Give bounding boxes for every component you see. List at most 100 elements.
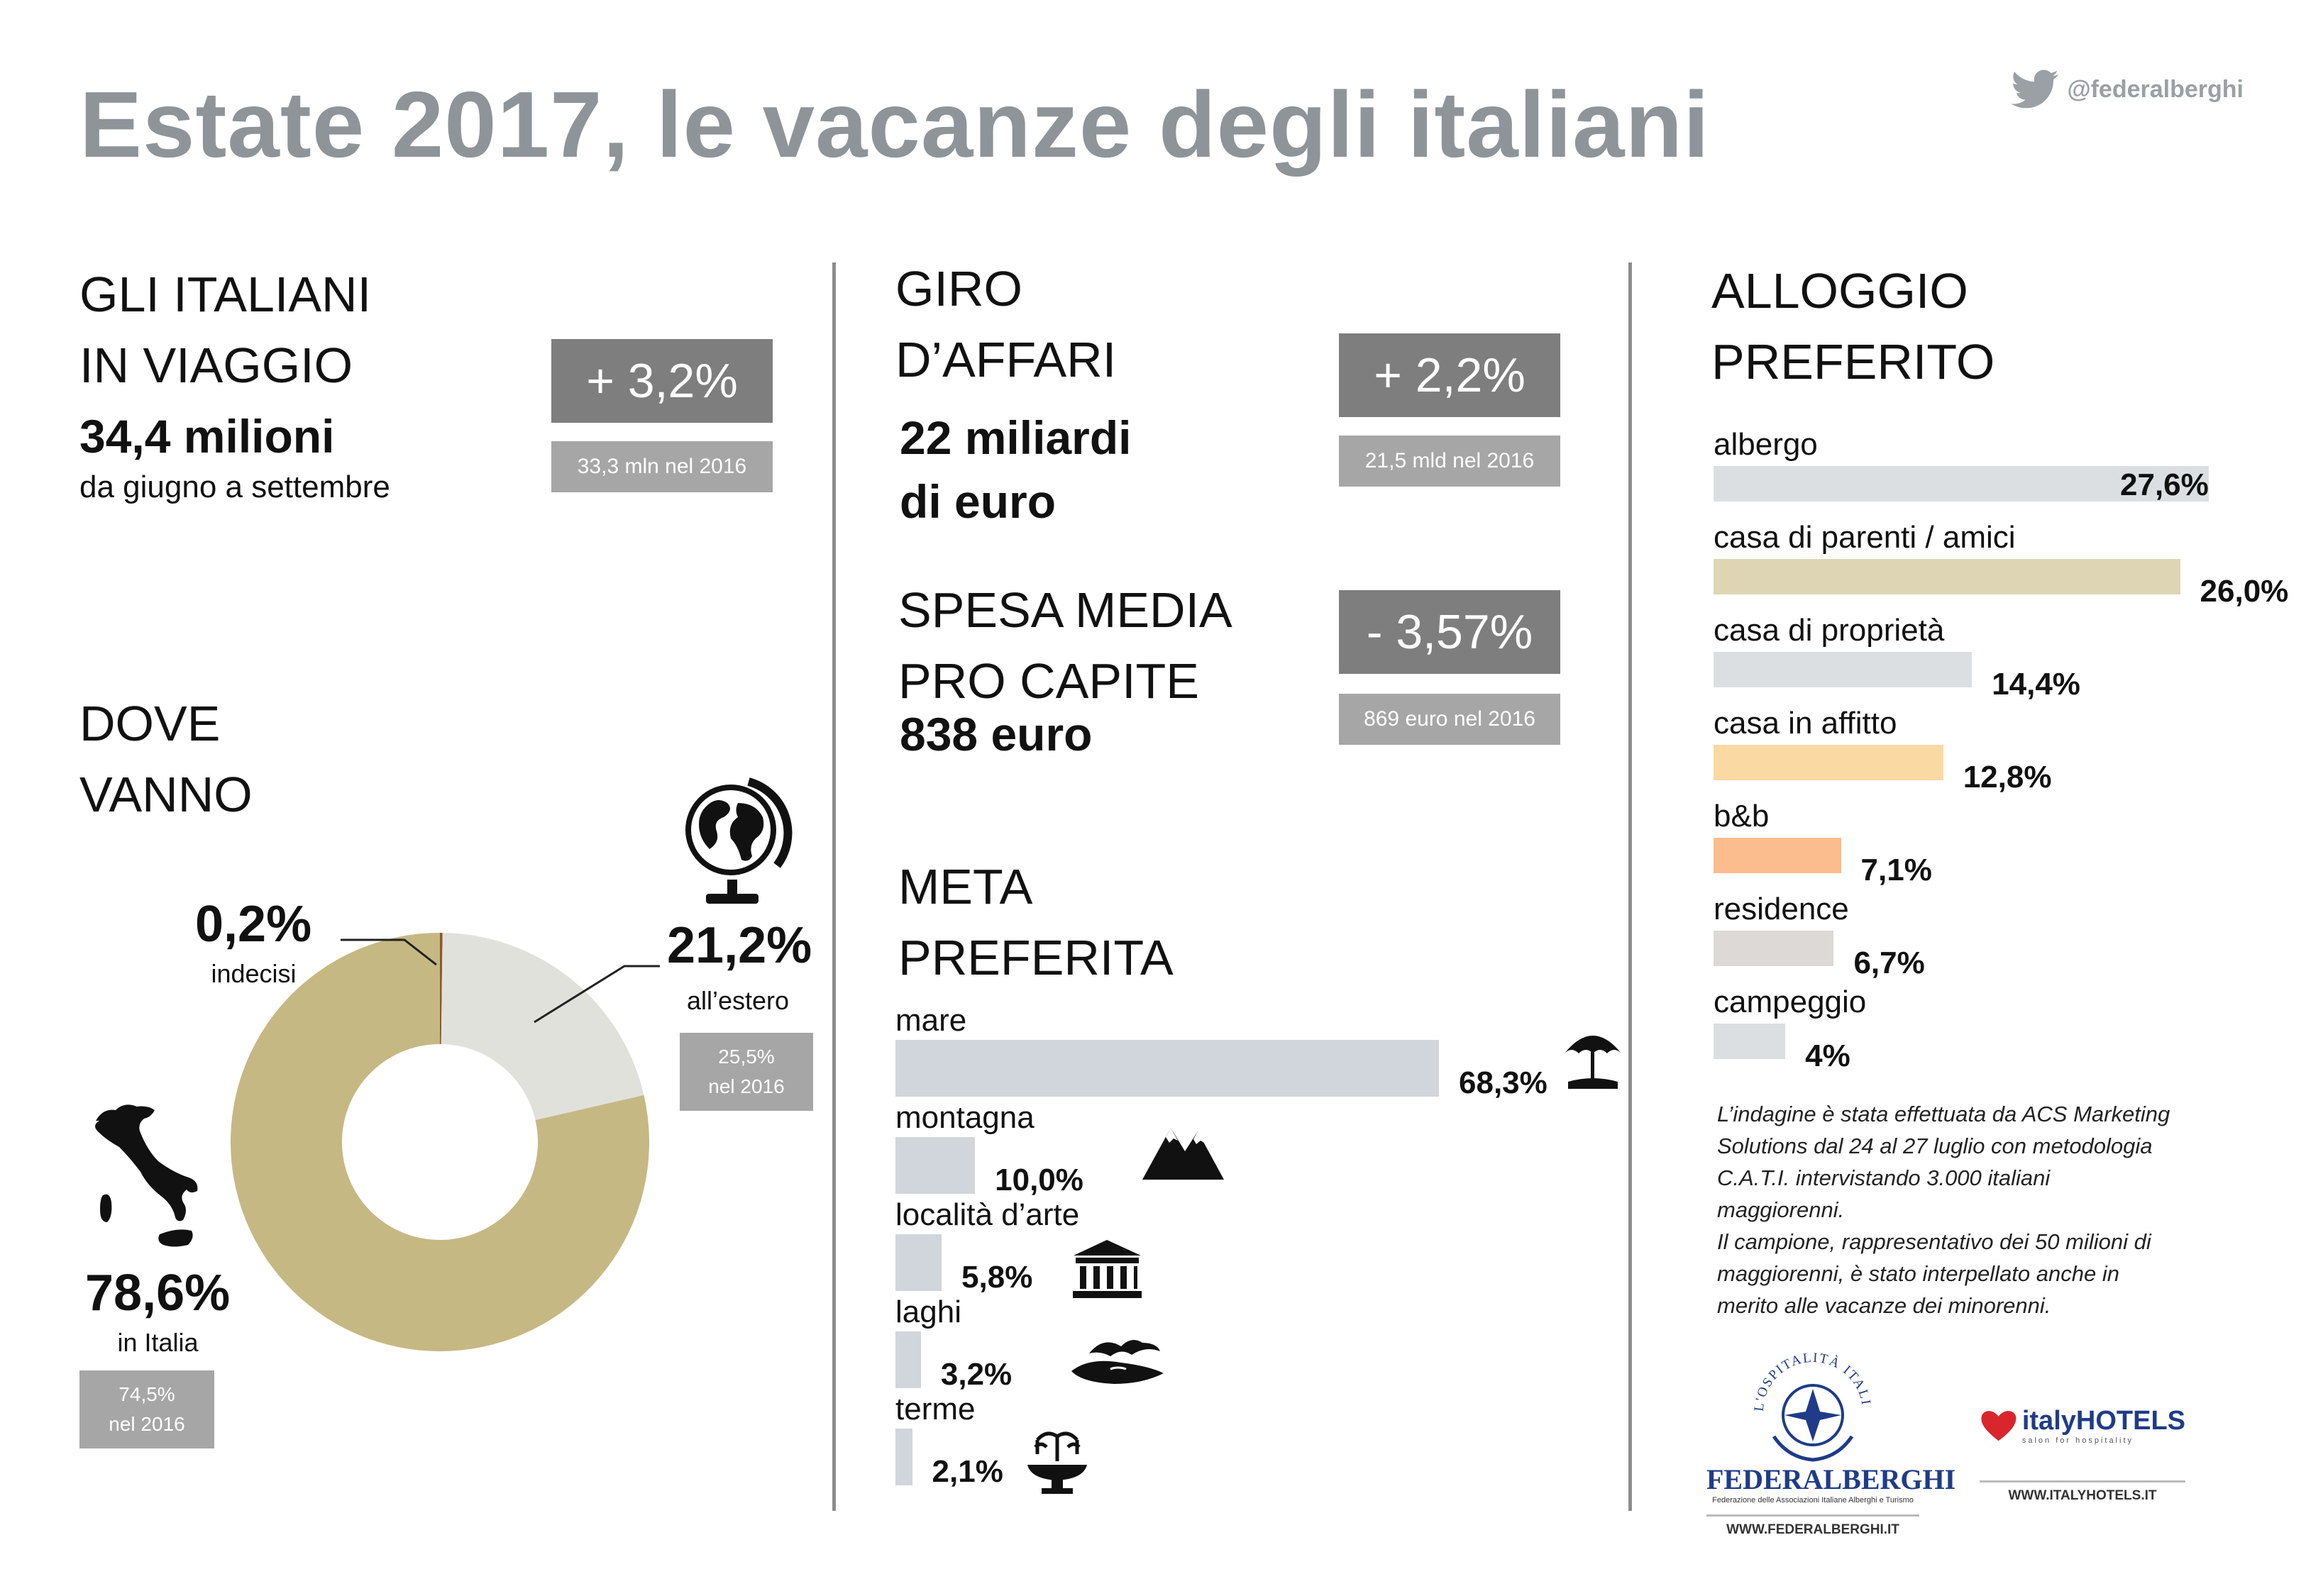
italyhotels-logo[interactable]: italyHOTELS salon for hospitality WWW.IT… [1980,1380,2185,1504]
leader-estero [534,965,660,1024]
destination-value: 5,8% [961,1260,1033,1295]
revenue-value-line1: 22 miliardi [900,411,1132,464]
travelers-change-badge: + 3,2% [551,339,773,423]
accommodation-label: casa di proprietà [1714,613,1945,648]
accommodation-bar [1714,466,2209,501]
federalberghi-url[interactable]: WWW.FEDERALBERGHI.IT [1706,1514,1919,1538]
destination-bar [895,1429,912,1485]
donut-chart [231,933,649,1351]
undecided-label: indecisi [211,959,297,988]
revenue-value: 22 miliardi di euro [900,406,1132,533]
destination-heading-line2: PREFERITA [898,930,1174,985]
revenue-change-badge: + 2,2% [1339,333,1560,417]
accommodation-value: 4% [1805,1038,1850,1073]
travelers-previous-badge: 33,3 mln nel 2016 [551,441,773,492]
survey-note-line7: merito alle vacanze dei minorenni. [1717,1293,2051,1318]
travelers-value: 34,4 milioni [79,410,335,462]
heart-icon [1981,1410,2017,1441]
accommodation-bar [1714,838,1841,873]
donut-slice-0 [440,933,443,1045]
survey-note-line6: maggiorenni, è stato interpellato anche … [1717,1261,2119,1286]
accommodation-label: albergo [1714,427,1818,462]
spending-change-badge: - 3,57% [1339,590,1560,674]
destination-bar [895,1331,921,1388]
svg-text:L'OSPITALITÀ ITALIANA: L'OSPITALITÀ ITALIANA [1706,1334,1874,1412]
survey-note-line3: C.A.T.I. intervistando 3.000 italiani [1717,1165,2051,1190]
italy-pct: 78,6% [85,1265,231,1321]
federalberghi-name: FEDERALBERGHI [1706,1463,1956,1495]
where-heading-line1: DOVE [79,696,221,751]
accommodation-bar [1714,1024,1786,1059]
accommodation-label: casa di parenti / amici [1714,520,2016,555]
destination-label: località d’arte [895,1197,1080,1232]
italy-label: in Italia [117,1328,199,1357]
survey-note: L’indagine è stata effettuata da ACS Mar… [1717,1098,2285,1321]
federalberghi-tagline: Federazione delle Associazioni Italiane … [1712,1496,1914,1504]
accommodation-value: 14,4% [1992,667,2080,702]
destination-label: laghi [895,1295,961,1329]
where-heading: DOVE VANNO [79,688,253,830]
italy-previous-line1: 74,5% [118,1383,175,1405]
divider-right [1628,262,1632,1511]
survey-note-line4: maggiorenni. [1717,1197,1845,1222]
revenue-heading: GIRO D’AFFARI [895,253,1116,395]
destination-value: 3,2% [940,1357,1013,1392]
where-heading-line2: VANNO [79,767,253,822]
accommodation-bar [1714,559,2180,594]
destination-heading-line1: META [898,859,1033,914]
accommodation-bar [1714,652,1973,687]
accommodation-heading: ALLOGGIO PREFERITO [1711,255,1995,397]
accommodation-bar [1714,931,1834,966]
twitter-bird-icon [2011,70,2059,109]
spending-heading-line1: SPESA MEDIA [898,582,1232,638]
accommodation-heading-line1: ALLOGGIO [1711,263,1968,318]
italy-previous-line2: nel 2016 [109,1413,185,1435]
survey-note-line5: Il campione, rappresentativo dei 50 mili… [1717,1229,2151,1254]
destination-bar [895,1137,976,1194]
globe-icon [685,777,793,904]
revenue-value-line2: di euro [900,475,1057,528]
travelers-heading-line2: IN VIAGGIO [79,338,353,393]
destination-label: terme [895,1392,976,1426]
travelers-heading-line1: GLI ITALIANI [79,267,372,322]
federalberghi-seal-text: L'OSPITALITÀ ITALIANA [1706,1334,1872,1412]
mountains-icon [1142,1128,1224,1180]
destination-heading: META PREFERITA [898,851,1174,993]
destination-value: 2,1% [932,1454,1003,1489]
accommodation-bar [1714,745,1943,780]
abroad-previous-line2: nel 2016 [708,1075,785,1097]
donut-slice-1 [441,933,644,1121]
accommodation-label: residence [1714,892,1849,926]
revenue-heading-line2: D’AFFARI [895,332,1117,387]
abroad-label: all’estero [686,986,790,1015]
spending-value: 838 euro [900,708,1093,760]
accommodation-value: 6,7% [1853,946,1925,980]
lake-icon [1071,1340,1164,1384]
accommodation-label: casa in affitto [1714,706,1897,741]
italy-previous-badge: 74,5% nel 2016 [79,1370,214,1448]
federalberghi-seal-icon: L'OSPITALITÀ ITALIANA [1706,1334,1874,1462]
accommodation-label: campeggio [1714,985,1867,1019]
spending-previous-badge: 869 euro nel 2016 [1339,694,1560,745]
accommodation-value: 7,1% [1860,853,1932,887]
undecided-pct: 0,2% [195,896,312,953]
beach-umbrella-icon [1565,1036,1621,1089]
survey-note-line1: L’indagine è stata effettuata da ACS Mar… [1717,1102,2170,1126]
destination-label: montagna [895,1100,1035,1135]
survey-note-line2: Solutions dal 24 al 27 luglio con metodo… [1717,1134,2153,1158]
abroad-pct: 21,2% [667,917,812,974]
revenue-heading-line1: GIRO [895,261,1022,316]
italyhotels-name: italyHOTELS [2021,1405,2185,1436]
divider-left [832,262,836,1511]
destination-bar [895,1040,1439,1097]
federalberghi-logo[interactable]: L'OSPITALITÀ ITALIANA FEDERALBERGHI Fede… [1706,1334,1956,1538]
spending-heading-line2: PRO CAPITE [898,653,1199,709]
italyhotels-url[interactable]: WWW.ITALYHOTELS.IT [1980,1480,2185,1504]
leader-indecisi [341,938,437,966]
spending-heading: SPESA MEDIA PRO CAPITE [898,575,1232,716]
twitter-handle[interactable]: @federalberghi [2010,70,2244,109]
destination-value: 68,3% [1459,1065,1548,1100]
donut-leader-lines [341,938,660,1024]
fountain-icon [1027,1431,1087,1494]
destination-value: 10,0% [995,1163,1083,1197]
